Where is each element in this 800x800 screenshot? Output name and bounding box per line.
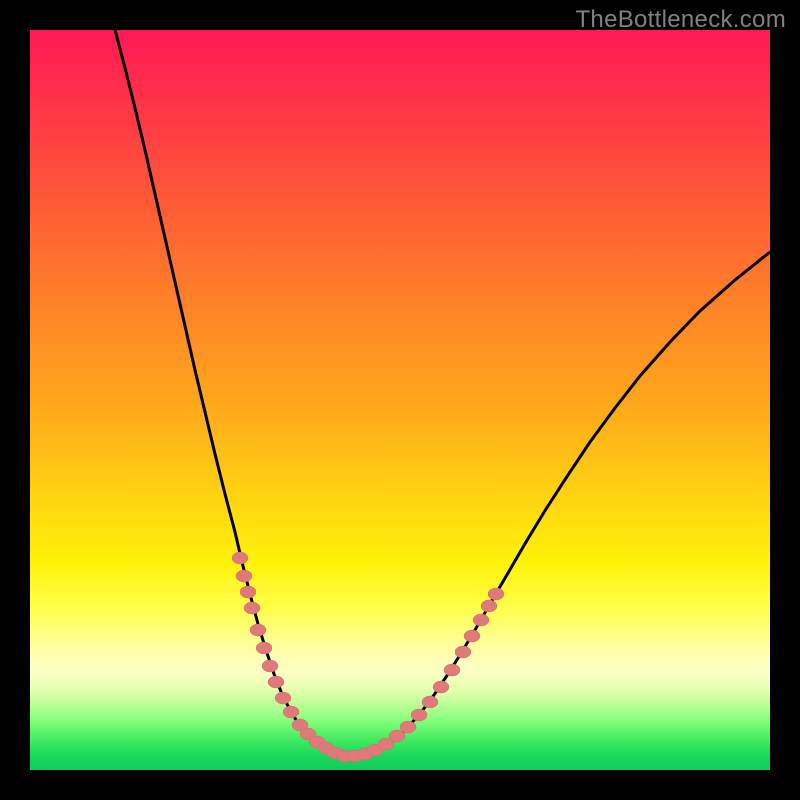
- curve-marker: [473, 614, 489, 626]
- curve-marker: [455, 646, 471, 658]
- curve-marker: [411, 709, 427, 721]
- curve-marker: [262, 660, 278, 672]
- curve-marker: [256, 642, 272, 654]
- watermark-text: TheBottleneck.com: [575, 6, 786, 34]
- curve-marker: [389, 730, 405, 742]
- curve-marker: [236, 570, 252, 582]
- curve-marker: [422, 696, 438, 708]
- curve-marker: [283, 706, 299, 718]
- curve-marker: [250, 624, 266, 636]
- curve-marker: [481, 600, 497, 612]
- marker-group: [232, 552, 504, 762]
- curve-marker: [232, 552, 248, 564]
- plot-area: [30, 30, 770, 770]
- curve-marker: [488, 588, 504, 600]
- curve-marker: [244, 602, 260, 614]
- curve-marker: [400, 721, 416, 733]
- curve-marker: [444, 664, 460, 676]
- curve-marker: [268, 676, 284, 688]
- curve-marker: [240, 586, 256, 598]
- curve-marker: [433, 681, 449, 693]
- bottleneck-curve: [115, 30, 770, 756]
- curve-marker: [464, 630, 480, 642]
- curve-marker: [275, 692, 291, 704]
- chart-svg: [30, 30, 770, 770]
